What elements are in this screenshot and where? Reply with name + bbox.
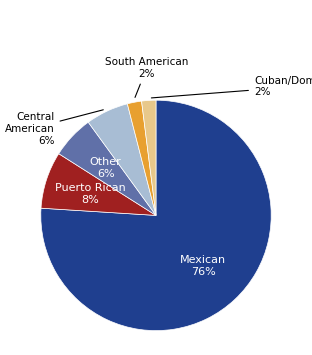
Wedge shape: [41, 154, 156, 215]
Text: Mexican
76%: Mexican 76%: [180, 255, 227, 277]
Text: Puerto Rican
8%: Puerto Rican 8%: [55, 183, 126, 205]
Wedge shape: [59, 122, 156, 215]
Text: Other
6%: Other 6%: [90, 157, 121, 179]
Wedge shape: [88, 104, 156, 215]
Text: South American
2%: South American 2%: [105, 57, 188, 97]
Wedge shape: [127, 101, 156, 215]
Text: Cuban/Dominican
2%: Cuban/Dominican 2%: [151, 76, 312, 98]
Text: Central
American
6%: Central American 6%: [5, 110, 103, 146]
Wedge shape: [41, 100, 271, 331]
Wedge shape: [142, 100, 156, 215]
